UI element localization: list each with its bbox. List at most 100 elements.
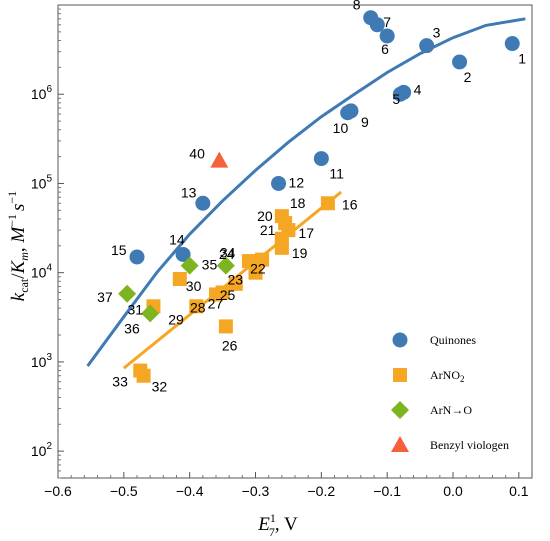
x-axis-ticks: −0.6 −0.5 −0.4 −0.3 −0.2 −0.1 0.0 0.1 bbox=[44, 472, 529, 499]
y-tick-label: 103 bbox=[31, 352, 53, 370]
data-point-12 bbox=[271, 175, 287, 191]
data-point-2 bbox=[452, 54, 468, 70]
legend-marker-triangle bbox=[391, 436, 409, 452]
data-point-13 bbox=[195, 195, 211, 211]
data-point-40 bbox=[210, 151, 229, 168]
point-label-15: 15 bbox=[111, 242, 127, 258]
legend-label: ArNO2 bbox=[430, 368, 465, 384]
legend-label: ArN→O bbox=[430, 403, 472, 417]
y-tick-label: 106 bbox=[31, 84, 53, 102]
data-markers bbox=[118, 10, 520, 383]
x-axis-label: E1 7, V bbox=[257, 511, 298, 539]
legend: Quinones ArNO2 ArN→O Benzyl viologen bbox=[391, 332, 509, 452]
point-label-31: 31 bbox=[127, 301, 143, 317]
data-point-5 bbox=[392, 86, 408, 102]
point-label-1: 1 bbox=[518, 51, 526, 67]
point-label-40: 40 bbox=[189, 146, 205, 162]
legend-item: Quinones bbox=[392, 332, 476, 348]
point-label-20: 20 bbox=[257, 208, 273, 224]
point-label-14: 14 bbox=[169, 231, 185, 247]
x-tick-label: 0.1 bbox=[509, 483, 529, 499]
point-label-16: 16 bbox=[342, 196, 358, 212]
data-point-16 bbox=[320, 196, 335, 211]
data-point-3 bbox=[419, 38, 435, 54]
data-point-24 bbox=[241, 254, 256, 269]
y-tick-label: 102 bbox=[31, 441, 53, 459]
point-labels: 1234567891011121314151617181920212223242… bbox=[97, 0, 526, 395]
point-label-25: 25 bbox=[220, 287, 236, 303]
point-label-37: 37 bbox=[97, 289, 113, 305]
y-axis-ticks: 102 103 104 105 106 bbox=[31, 8, 64, 479]
y-tick-label: 105 bbox=[31, 173, 53, 191]
point-label-22: 22 bbox=[250, 261, 266, 277]
data-point-30 bbox=[172, 271, 187, 286]
point-label-9: 9 bbox=[361, 114, 369, 130]
point-label-6: 6 bbox=[381, 41, 389, 57]
data-point-6 bbox=[379, 28, 395, 44]
point-label-29: 29 bbox=[168, 311, 184, 327]
point-label-27: 27 bbox=[208, 295, 224, 311]
svg-text:kcat/Km, M−1s−1: kcat/Km, M−1s−1 bbox=[5, 191, 31, 301]
data-point-35 bbox=[180, 256, 199, 275]
point-label-10: 10 bbox=[333, 120, 349, 136]
data-point-26 bbox=[218, 319, 233, 334]
x-tick-label: −0.1 bbox=[373, 483, 401, 499]
legend-marker-square bbox=[393, 368, 407, 382]
data-point-21 bbox=[274, 231, 289, 246]
point-label-8: 8 bbox=[353, 0, 361, 13]
point-label-12: 12 bbox=[289, 174, 305, 190]
data-point-22 bbox=[255, 252, 270, 267]
data-point-28 bbox=[209, 287, 223, 302]
data-point-23 bbox=[248, 265, 263, 280]
legend-marker-circle bbox=[392, 332, 408, 348]
point-label-35: 35 bbox=[202, 257, 218, 273]
point-label-28: 28 bbox=[190, 299, 206, 315]
point-label-17: 17 bbox=[298, 225, 314, 241]
point-label-11: 11 bbox=[329, 166, 344, 182]
point-label-21: 21 bbox=[260, 222, 276, 238]
fit-line-quinones bbox=[86, 17, 526, 367]
data-point-34 bbox=[216, 256, 235, 275]
data-point-1 bbox=[504, 36, 520, 52]
data-point-29 bbox=[189, 299, 204, 314]
data-point-14 bbox=[175, 246, 191, 262]
point-label-19: 19 bbox=[292, 245, 308, 261]
data-point-8 bbox=[363, 10, 379, 26]
point-label-23: 23 bbox=[228, 272, 244, 288]
x-tick-label: 0.0 bbox=[443, 483, 463, 499]
x-tick-label: −0.4 bbox=[176, 483, 204, 499]
point-label-26: 26 bbox=[222, 337, 238, 353]
x-tick-label: −0.2 bbox=[308, 483, 336, 499]
y-axis-label: kcat/Km, M−1s−1 bbox=[5, 191, 31, 301]
data-point-11 bbox=[313, 151, 329, 167]
y-tick-label: 104 bbox=[31, 263, 53, 281]
point-label-5: 5 bbox=[392, 91, 400, 107]
point-label-33: 33 bbox=[112, 374, 128, 390]
point-label-4: 4 bbox=[414, 81, 422, 97]
data-point-37 bbox=[118, 284, 137, 303]
point-label-30: 30 bbox=[186, 278, 202, 294]
data-point-25 bbox=[228, 276, 243, 291]
data-point-33 bbox=[133, 363, 148, 378]
point-label-36: 36 bbox=[124, 320, 140, 336]
data-point-10 bbox=[340, 105, 356, 121]
point-label-3: 3 bbox=[433, 25, 441, 41]
point-label-32: 32 bbox=[152, 379, 168, 395]
data-point-36 bbox=[141, 304, 160, 323]
x-tick-label: −0.5 bbox=[110, 483, 138, 499]
point-label-18: 18 bbox=[290, 195, 306, 211]
legend-marker-diamond bbox=[391, 401, 409, 419]
x-tick-label: −0.6 bbox=[44, 483, 72, 499]
legend-label: Quinones bbox=[430, 333, 476, 347]
legend-item: Benzyl viologen bbox=[391, 436, 509, 452]
point-label-13: 13 bbox=[181, 184, 197, 200]
point-label-7: 7 bbox=[383, 14, 391, 30]
data-point-15 bbox=[129, 249, 145, 265]
x-tick-label: −0.3 bbox=[242, 483, 270, 499]
legend-item: ArNO2 bbox=[393, 368, 465, 384]
point-label-2: 2 bbox=[464, 69, 472, 85]
legend-label: Benzyl viologen bbox=[430, 438, 509, 452]
point-label-24: 24 bbox=[219, 246, 235, 262]
legend-item: ArN→O bbox=[391, 401, 472, 419]
